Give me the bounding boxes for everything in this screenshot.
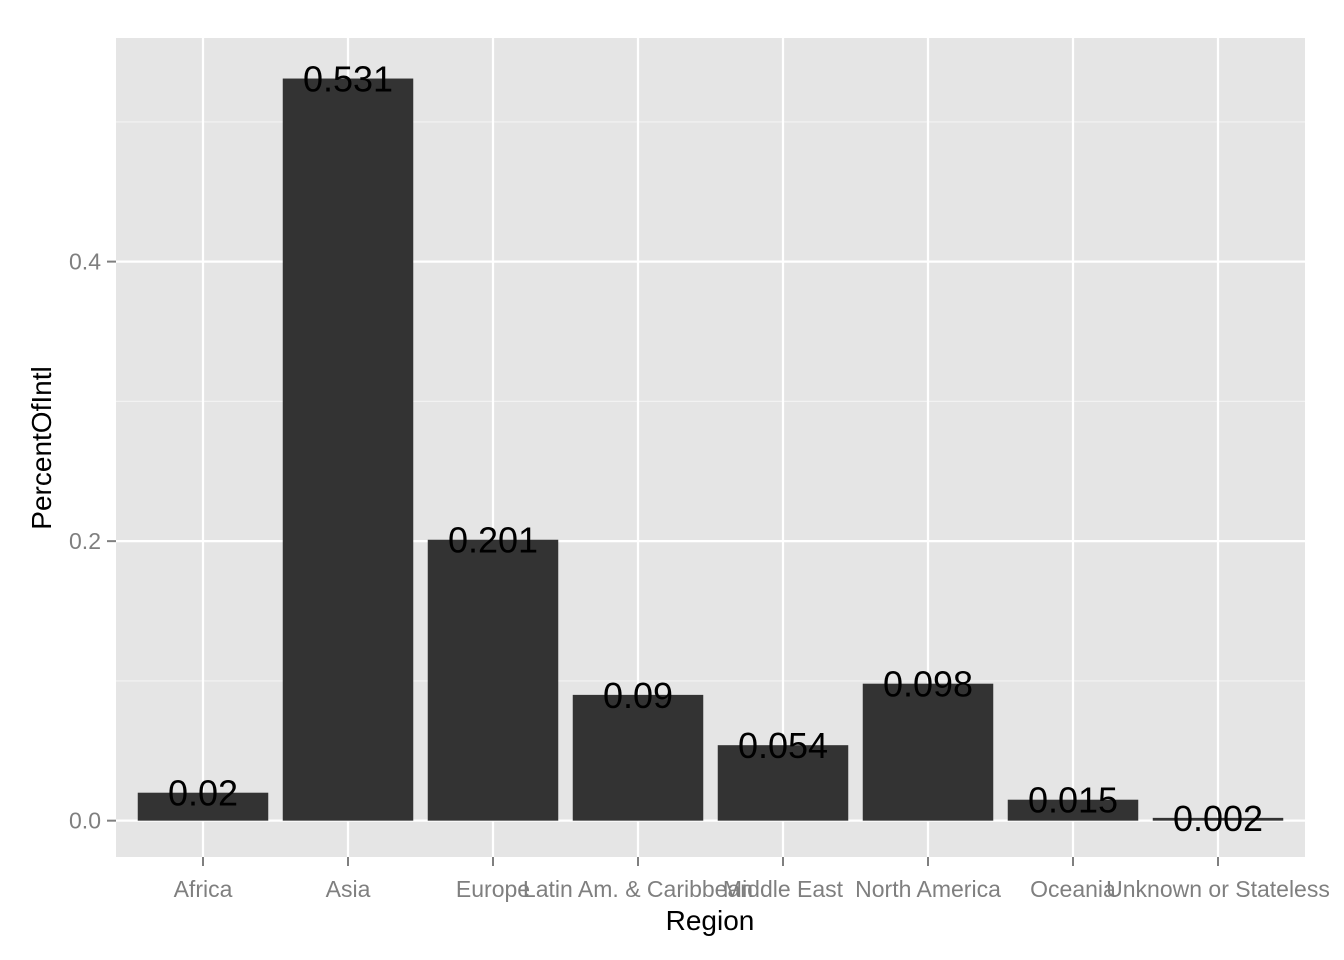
bar bbox=[717, 745, 849, 821]
data-label: 0.054 bbox=[738, 725, 828, 766]
y-tick-label: 0.2 bbox=[69, 528, 101, 554]
data-label: 0.015 bbox=[1028, 780, 1118, 821]
x-tick-label: Unknown or Stateless bbox=[1106, 876, 1330, 902]
x-tick-label: North America bbox=[855, 876, 1001, 902]
data-label: 0.002 bbox=[1173, 798, 1263, 839]
x-axis-title: Region bbox=[666, 905, 755, 936]
x-tick-label: Europe bbox=[456, 876, 530, 902]
bar bbox=[1007, 799, 1139, 821]
bar bbox=[427, 539, 559, 821]
x-tick-label: Middle East bbox=[723, 876, 844, 902]
data-label: 0.201 bbox=[448, 520, 538, 561]
data-label: 0.531 bbox=[303, 59, 393, 100]
x-tick-label: Latin Am. & Caribbean bbox=[523, 876, 753, 902]
bar bbox=[282, 78, 414, 821]
data-labels: 0.02 0.531 0.201 0.09 0.054 0.098 0.015 0.002 bbox=[168, 59, 1263, 839]
bars bbox=[137, 78, 1284, 821]
bar bbox=[572, 694, 704, 821]
x-tick-label: Oceania bbox=[1030, 876, 1116, 902]
data-label: 0.09 bbox=[603, 675, 673, 716]
x-tick-label: Africa bbox=[174, 876, 233, 902]
bar bbox=[862, 683, 994, 821]
y-axis: 0.0 0.2 0.4 bbox=[69, 249, 116, 834]
data-label: 0.098 bbox=[883, 664, 973, 705]
y-tick-label: 0.4 bbox=[69, 249, 101, 275]
x-tick-label: Asia bbox=[326, 876, 371, 902]
y-axis-title: PercentOfIntl bbox=[26, 366, 57, 529]
y-tick-label: 0.0 bbox=[69, 808, 101, 834]
bar bbox=[137, 792, 269, 821]
bar bbox=[1152, 817, 1284, 821]
data-label: 0.02 bbox=[168, 773, 238, 814]
